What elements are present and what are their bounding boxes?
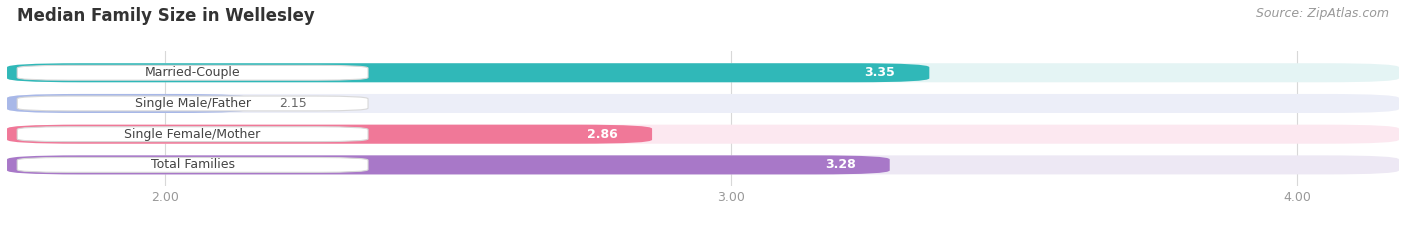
Text: Single Female/Mother: Single Female/Mother	[125, 128, 260, 141]
FancyBboxPatch shape	[7, 155, 1399, 175]
Text: 3.35: 3.35	[865, 66, 896, 79]
FancyBboxPatch shape	[17, 96, 368, 111]
FancyBboxPatch shape	[7, 94, 1399, 113]
Text: Single Male/Father: Single Male/Father	[135, 97, 250, 110]
Text: Married-Couple: Married-Couple	[145, 66, 240, 79]
FancyBboxPatch shape	[17, 158, 368, 172]
FancyBboxPatch shape	[7, 125, 1399, 144]
FancyBboxPatch shape	[7, 63, 1399, 82]
Text: Median Family Size in Wellesley: Median Family Size in Wellesley	[17, 7, 315, 25]
Text: Total Families: Total Families	[150, 158, 235, 171]
Text: 3.28: 3.28	[825, 158, 856, 171]
FancyBboxPatch shape	[17, 127, 368, 142]
Text: Source: ZipAtlas.com: Source: ZipAtlas.com	[1256, 7, 1389, 20]
Text: 2.15: 2.15	[278, 97, 307, 110]
FancyBboxPatch shape	[7, 63, 929, 82]
FancyBboxPatch shape	[17, 65, 368, 80]
FancyBboxPatch shape	[7, 155, 890, 175]
FancyBboxPatch shape	[7, 125, 652, 144]
FancyBboxPatch shape	[7, 94, 250, 113]
Text: 2.86: 2.86	[588, 128, 619, 141]
